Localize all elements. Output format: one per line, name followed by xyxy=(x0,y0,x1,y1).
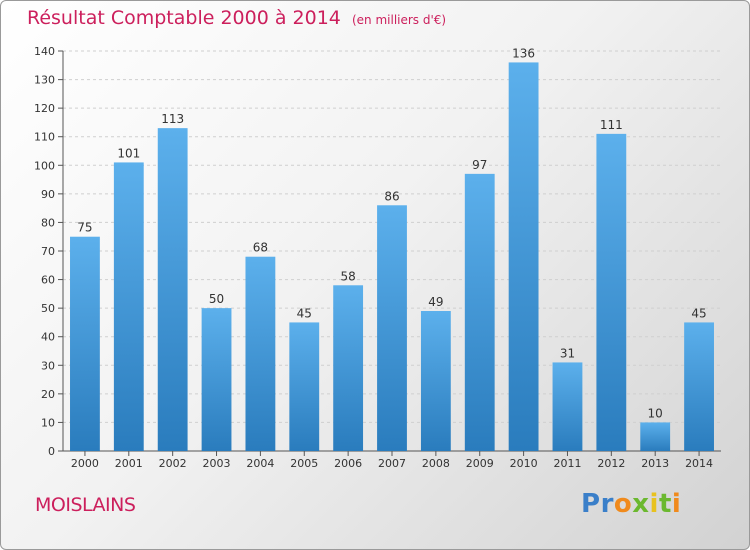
y-tick-label: 110 xyxy=(34,131,55,144)
bar xyxy=(684,322,714,451)
bar xyxy=(245,256,276,451)
bar-chart: 0 10 20 30 40 50 60 70 80 90 100 110 120 130 140 75 2000… xyxy=(34,45,721,470)
data-label: 49 xyxy=(428,295,443,309)
bar xyxy=(201,308,232,451)
x-tick-label: 2004 xyxy=(246,457,274,470)
data-label: 101 xyxy=(117,146,140,160)
y-tick-label: 0 xyxy=(48,445,55,458)
y-tick-label: 60 xyxy=(41,274,55,287)
y-tick-label: 100 xyxy=(34,159,55,172)
data-label: 111 xyxy=(600,118,623,132)
chart-title: Résultat Comptable 2000 à 2014 xyxy=(27,7,341,29)
data-label: 50 xyxy=(209,292,224,306)
chart-title-block: Résultat Comptable 2000 à 2014 (en milli… xyxy=(27,7,446,29)
chart-subtitle: (en milliers d'€) xyxy=(351,13,447,27)
y-tick-label: 10 xyxy=(41,416,55,429)
bar xyxy=(420,311,451,451)
bar xyxy=(464,173,495,451)
x-tick-label: 2012 xyxy=(597,457,625,470)
bar xyxy=(333,285,364,451)
x-tick-label: 2008 xyxy=(422,457,450,470)
x-tick-label: 2013 xyxy=(641,457,669,470)
y-tick-label: 50 xyxy=(41,302,55,315)
bar xyxy=(157,128,188,451)
bar xyxy=(508,62,539,452)
data-label: 45 xyxy=(691,306,706,320)
data-label: 75 xyxy=(77,221,92,235)
commune-name: MOISLAINS xyxy=(35,494,136,516)
x-tick-label: 2014 xyxy=(685,457,713,470)
data-label: 86 xyxy=(384,189,399,203)
data-label: 58 xyxy=(340,269,355,283)
x-tick-label: 2011 xyxy=(553,457,581,470)
bar xyxy=(377,205,407,451)
y-tick-label: 30 xyxy=(41,359,55,372)
x-tick-label: 2005 xyxy=(290,457,318,470)
y-tick-label: 120 xyxy=(34,102,55,115)
x-tick-label: 2003 xyxy=(203,457,231,470)
bar xyxy=(596,133,627,451)
y-tick-label: 90 xyxy=(41,188,55,201)
data-label: 10 xyxy=(648,406,663,420)
y-tick-label: 70 xyxy=(41,245,55,258)
data-label: 68 xyxy=(253,241,268,255)
proxiti-logo: Proxiti xyxy=(581,489,682,519)
bar xyxy=(640,422,671,451)
x-tick-label: 2007 xyxy=(378,457,406,470)
y-tick-label: 140 xyxy=(34,45,55,58)
x-tick-label: 2001 xyxy=(115,457,143,470)
x-tick-label: 2009 xyxy=(466,457,494,470)
data-label: 136 xyxy=(512,46,535,60)
data-label: 97 xyxy=(472,158,487,172)
x-tick-label: 2000 xyxy=(71,457,99,470)
data-label: 31 xyxy=(560,346,575,360)
data-label: 113 xyxy=(161,112,184,126)
bar xyxy=(552,362,583,451)
x-tick-label: 2006 xyxy=(334,457,362,470)
data-label: 45 xyxy=(297,306,312,320)
bar xyxy=(289,322,320,451)
x-tick-label: 2010 xyxy=(510,457,538,470)
y-tick-label: 20 xyxy=(41,388,55,401)
bar xyxy=(70,236,100,451)
y-tick-label: 40 xyxy=(41,331,55,344)
bar xyxy=(113,162,144,451)
y-tick-label: 80 xyxy=(41,216,55,229)
y-tick-label: 130 xyxy=(34,74,55,87)
x-tick-label: 2002 xyxy=(159,457,187,470)
